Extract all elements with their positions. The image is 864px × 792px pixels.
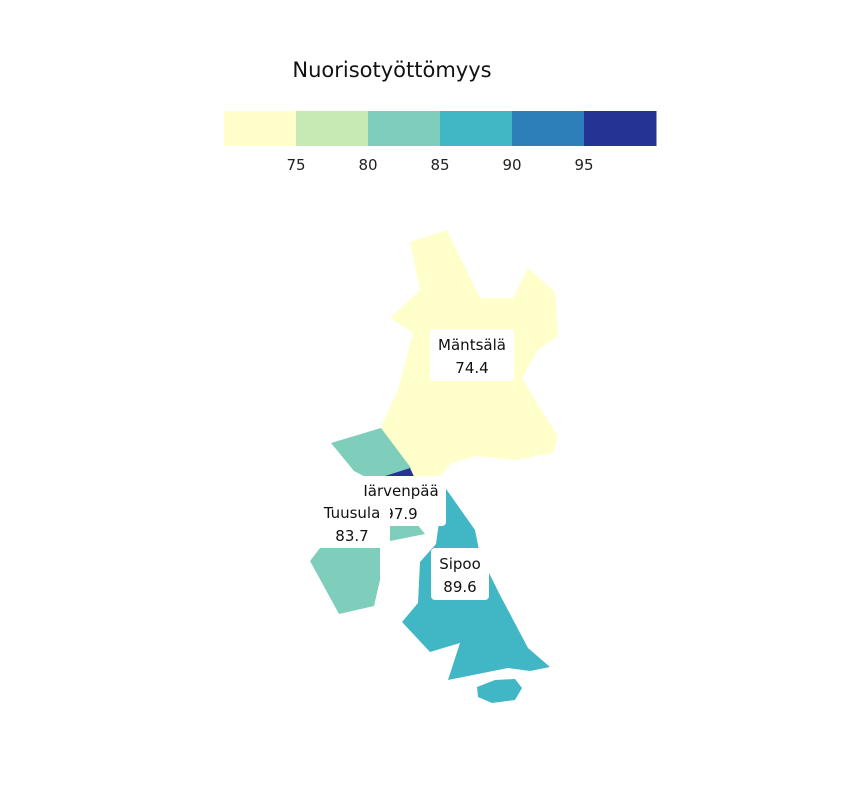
- legend-swatch: [440, 111, 513, 146]
- legend-swatch: [368, 111, 441, 146]
- legend-tick-label: 80: [358, 156, 377, 174]
- label-box: [431, 548, 489, 600]
- region-name: Mäntsälä: [438, 336, 506, 354]
- legend: Nuorisotyöttömyys 75 80 85 90 95: [224, 58, 657, 174]
- legend-tick-label: 95: [574, 156, 593, 174]
- legend-swatch: [224, 111, 297, 146]
- region-value: 89.6: [443, 578, 476, 596]
- region-name: Järvenpää: [362, 482, 438, 500]
- region-name: Tuusula: [323, 504, 381, 522]
- region-label-mantsala: Mäntsälä 74.4: [430, 329, 514, 381]
- region-value: 74.4: [455, 359, 488, 377]
- label-box: [430, 329, 514, 381]
- legend-swatch: [584, 111, 657, 146]
- region-label-sipoo: Sipoo 89.6: [431, 548, 489, 600]
- legend-swatch: [512, 111, 585, 146]
- legend-tick-label: 85: [430, 156, 449, 174]
- legend-colorbar: [224, 111, 657, 146]
- legend-tick-label: 90: [502, 156, 521, 174]
- region-sipoo-island[interactable]: [477, 679, 522, 703]
- legend-swatch: [296, 111, 369, 146]
- region-labels: Mäntsälä 74.4 Järvenpää 97.9 Tuusula 83.…: [314, 329, 514, 600]
- regions: [310, 230, 558, 703]
- legend-tick-labels: 75 80 85 90 95: [286, 156, 593, 174]
- legend-tick-label: 75: [286, 156, 305, 174]
- region-name: Sipoo: [439, 555, 481, 573]
- legend-title: Nuorisotyöttömyys: [292, 58, 491, 82]
- label-box: [314, 496, 390, 548]
- region-label-tuusula: Tuusula 83.7: [314, 496, 390, 548]
- region-value: 83.7: [335, 527, 368, 545]
- region-value: 97.9: [384, 505, 417, 523]
